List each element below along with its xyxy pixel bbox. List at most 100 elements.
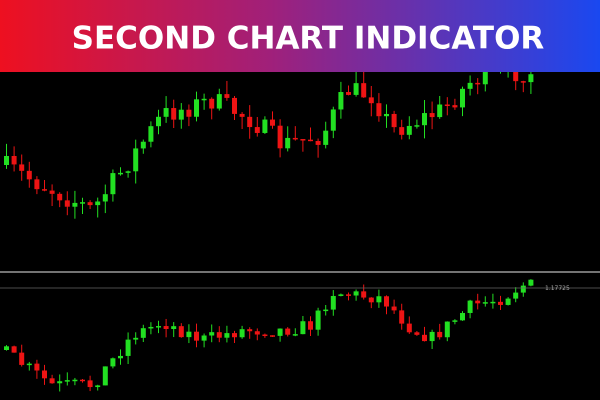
candle-body bbox=[163, 108, 169, 117]
candle-body bbox=[475, 300, 481, 304]
candle-body bbox=[368, 297, 374, 303]
candle-body bbox=[444, 104, 450, 107]
candle-body bbox=[171, 108, 177, 120]
candle-body bbox=[87, 380, 93, 388]
candle-body bbox=[239, 329, 245, 338]
candle-body bbox=[315, 310, 321, 330]
candle-body bbox=[224, 333, 230, 338]
candle-body bbox=[72, 379, 78, 382]
candle-body bbox=[353, 83, 359, 95]
candle-body bbox=[64, 200, 70, 207]
candle-body bbox=[460, 88, 465, 108]
candle-body bbox=[277, 125, 283, 149]
candle-body bbox=[422, 334, 427, 342]
candle-body bbox=[490, 301, 496, 304]
candle-body bbox=[57, 193, 63, 201]
candle-body bbox=[528, 279, 534, 286]
candle-body bbox=[148, 326, 154, 329]
candle-body bbox=[118, 355, 123, 359]
candle-body bbox=[26, 363, 32, 366]
candle-body bbox=[429, 331, 435, 342]
candle-body bbox=[376, 296, 382, 303]
candle-body bbox=[467, 300, 473, 313]
candle-body bbox=[26, 170, 32, 180]
candle-body bbox=[406, 125, 412, 135]
candle-body bbox=[42, 189, 47, 191]
candle-body bbox=[467, 82, 473, 89]
candle-body bbox=[270, 119, 275, 126]
candle-body bbox=[346, 294, 351, 296]
candle-body bbox=[482, 302, 488, 304]
candle-body bbox=[391, 306, 397, 311]
banner bbox=[0, 0, 600, 72]
candle-body bbox=[64, 380, 70, 382]
candle-body bbox=[384, 113, 389, 117]
candle-body bbox=[140, 141, 146, 149]
candle-body bbox=[194, 99, 199, 117]
candle-body bbox=[232, 333, 237, 338]
candle-body bbox=[452, 320, 458, 322]
candle-body bbox=[361, 291, 367, 298]
candle-body bbox=[19, 164, 25, 171]
price-label: 1.17725 bbox=[545, 285, 570, 292]
candle-body bbox=[186, 109, 192, 117]
candle-body bbox=[34, 363, 40, 371]
candle-body bbox=[460, 312, 465, 321]
candle-body bbox=[323, 309, 329, 312]
candle-body bbox=[49, 190, 55, 194]
candle-body bbox=[452, 105, 458, 108]
candle-body bbox=[72, 202, 78, 207]
candle-body bbox=[513, 292, 519, 299]
candle-body bbox=[232, 97, 237, 114]
candle-body bbox=[406, 323, 412, 333]
candle-body bbox=[216, 332, 222, 338]
candle-body bbox=[87, 202, 93, 206]
candle-body bbox=[133, 337, 139, 340]
candle-body bbox=[285, 137, 291, 149]
candle-body bbox=[391, 113, 397, 128]
candle-body bbox=[133, 148, 139, 172]
candle-body bbox=[315, 141, 321, 145]
candle-body bbox=[300, 321, 306, 335]
candle-body bbox=[34, 179, 40, 190]
candle-body bbox=[262, 334, 268, 337]
candle-body bbox=[194, 331, 199, 341]
banner-title: SECOND CHART INDICATOR bbox=[72, 21, 545, 57]
candle-body bbox=[262, 119, 268, 133]
candle-body bbox=[95, 385, 101, 388]
candle-body bbox=[520, 285, 526, 293]
candle-body bbox=[300, 139, 306, 141]
candle-body bbox=[270, 335, 275, 337]
candle-body bbox=[308, 321, 313, 330]
candle-body bbox=[384, 296, 389, 307]
candle-body bbox=[308, 139, 313, 142]
candle-body bbox=[239, 113, 245, 117]
candle-body bbox=[178, 326, 184, 338]
candle-body bbox=[102, 366, 108, 386]
candle-body bbox=[102, 194, 108, 202]
candle-body bbox=[254, 127, 260, 133]
candle-body bbox=[338, 294, 344, 296]
candle-body bbox=[361, 83, 367, 98]
candle-body bbox=[4, 156, 9, 165]
candle-body bbox=[346, 92, 351, 95]
candle-body bbox=[338, 92, 344, 110]
candle-body bbox=[19, 352, 25, 365]
candle-body bbox=[209, 98, 215, 109]
candle-body bbox=[42, 370, 47, 379]
candle-body bbox=[323, 130, 329, 145]
candle-body bbox=[292, 137, 298, 140]
candle-body bbox=[125, 339, 131, 356]
candle-body bbox=[475, 82, 481, 85]
candle-body bbox=[429, 113, 435, 118]
candle-body bbox=[422, 113, 427, 126]
candle-body bbox=[414, 125, 420, 127]
candle-body bbox=[330, 295, 336, 310]
candle-body bbox=[330, 109, 336, 131]
candle-body bbox=[216, 94, 222, 109]
candle-body bbox=[292, 334, 298, 336]
candle-body bbox=[520, 81, 526, 83]
candle-body bbox=[209, 332, 215, 336]
candle-body bbox=[498, 301, 503, 305]
